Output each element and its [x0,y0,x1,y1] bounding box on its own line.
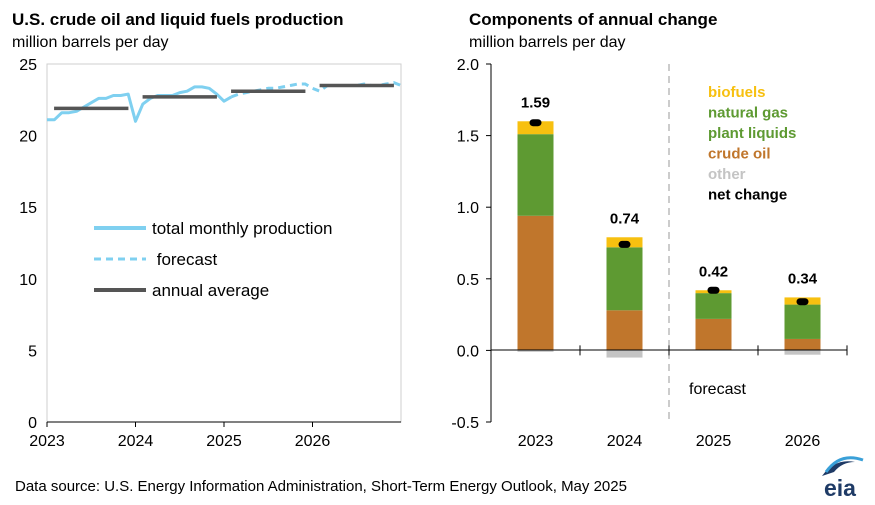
right-bar-chart: -0.5 0.0 0.5 1.0 1.5 2.0 1.59 0.74 0.42 0.34 202… [451,57,848,450]
bar-segment-natural-gas-plant-liquids [517,134,554,216]
bar-segment-other [606,350,643,358]
right-x-tick-label: 2023 [518,433,554,450]
eia-logo-arc [824,456,864,473]
right-legend-entry: plant liquids [708,125,796,142]
bar-segment-crude-oil [695,318,732,351]
right-bars-group: 1.59 0.74 0.42 0.34 [517,94,821,358]
right-legend-entry: biofuels [708,84,766,101]
bar-segment-natural-gas-plant-liquids [606,247,643,311]
forecast-label: forecast [689,381,746,398]
left-y-tick-label: 15 [19,200,37,217]
right-chart-subtitle: million barrels per day [469,34,626,51]
right-y-tick-label: 1.5 [457,129,479,146]
bar-segment-other [517,350,554,352]
net-change-marker [618,240,631,248]
right-x-tick-label: 2026 [785,433,821,450]
left-chart-title: U.S. crude oil and liquid fuels producti… [12,10,344,29]
right-chart-title: Components of annual change [469,10,717,29]
left-series-group [47,81,402,123]
right-y-axis: -0.5 0.0 0.5 1.0 1.5 2.0 [451,57,491,432]
right-legend-entry: natural gas [708,105,788,122]
bar-segment-natural-gas-plant-liquids [784,304,821,339]
net-change-marker [796,298,809,306]
data-source-note: Data source: U.S. Energy Information Adm… [15,478,627,495]
right-x-tick-label: 2025 [696,433,732,450]
monthly-production-line [47,85,233,123]
right-y-tick-label: -0.5 [451,415,479,432]
left-x-tick-label: 2026 [295,433,331,450]
right-legend: biofuels natural gas plant liquids crude oi… [708,84,796,204]
left-y-tick-label: 10 [19,272,37,289]
legend-label-monthly: total monthly production [152,219,333,238]
left-y-tick-label: 25 [19,57,37,74]
legend-label-forecast: forecast [152,250,217,269]
right-legend-entry: crude oil [708,146,771,163]
left-chart-subtitle: million barrels per day [12,34,169,51]
bar-segment-biofuels [517,121,554,135]
net-change-label: 1.59 [521,94,550,111]
right-y-tick-label: 0.5 [457,272,479,289]
right-legend-entry: net change [708,187,787,204]
right-y-tick-label: 2.0 [457,57,479,74]
eia-logo: eia [822,456,864,501]
left-y-tick-label: 20 [19,129,37,146]
left-legend: total monthly production forecast annual… [94,219,333,300]
left-x-tick-label: 2024 [118,433,154,450]
right-x-axis: 2023 2024 2025 2026 [490,345,848,450]
left-y-tick-label: 5 [28,343,37,360]
bar-segment-crude-oil [784,338,821,351]
left-x-axis: 2023 2024 2025 2026 [29,421,401,450]
net-change-label: 0.34 [788,270,818,287]
left-x-tick-label: 2025 [206,433,242,450]
left-y-axis: 0 5 10 15 20 25 [19,57,37,432]
bar-segment-natural-gas-plant-liquids [695,293,732,319]
net-change-marker [707,286,720,294]
bar-segment-crude-oil [606,310,643,351]
bar-segment-crude-oil [517,215,554,351]
bar-segment-other [784,350,821,355]
right-x-tick-label: 2024 [607,433,643,450]
net-change-marker [529,119,542,127]
eia-logo-text: eia [824,475,856,501]
net-change-label: 0.74 [610,210,640,227]
left-plot-frame [46,63,402,423]
right-y-tick-label: 1.0 [457,200,479,217]
left-x-tick-label: 2023 [29,433,65,450]
right-y-tick-label: 0.0 [457,343,479,360]
eia-logo-swoosh [822,461,855,476]
legend-label-annual: annual average [152,281,269,300]
net-change-label: 0.42 [699,263,728,280]
right-legend-entry: other [708,166,746,183]
left-y-tick-label: 0 [28,415,37,432]
